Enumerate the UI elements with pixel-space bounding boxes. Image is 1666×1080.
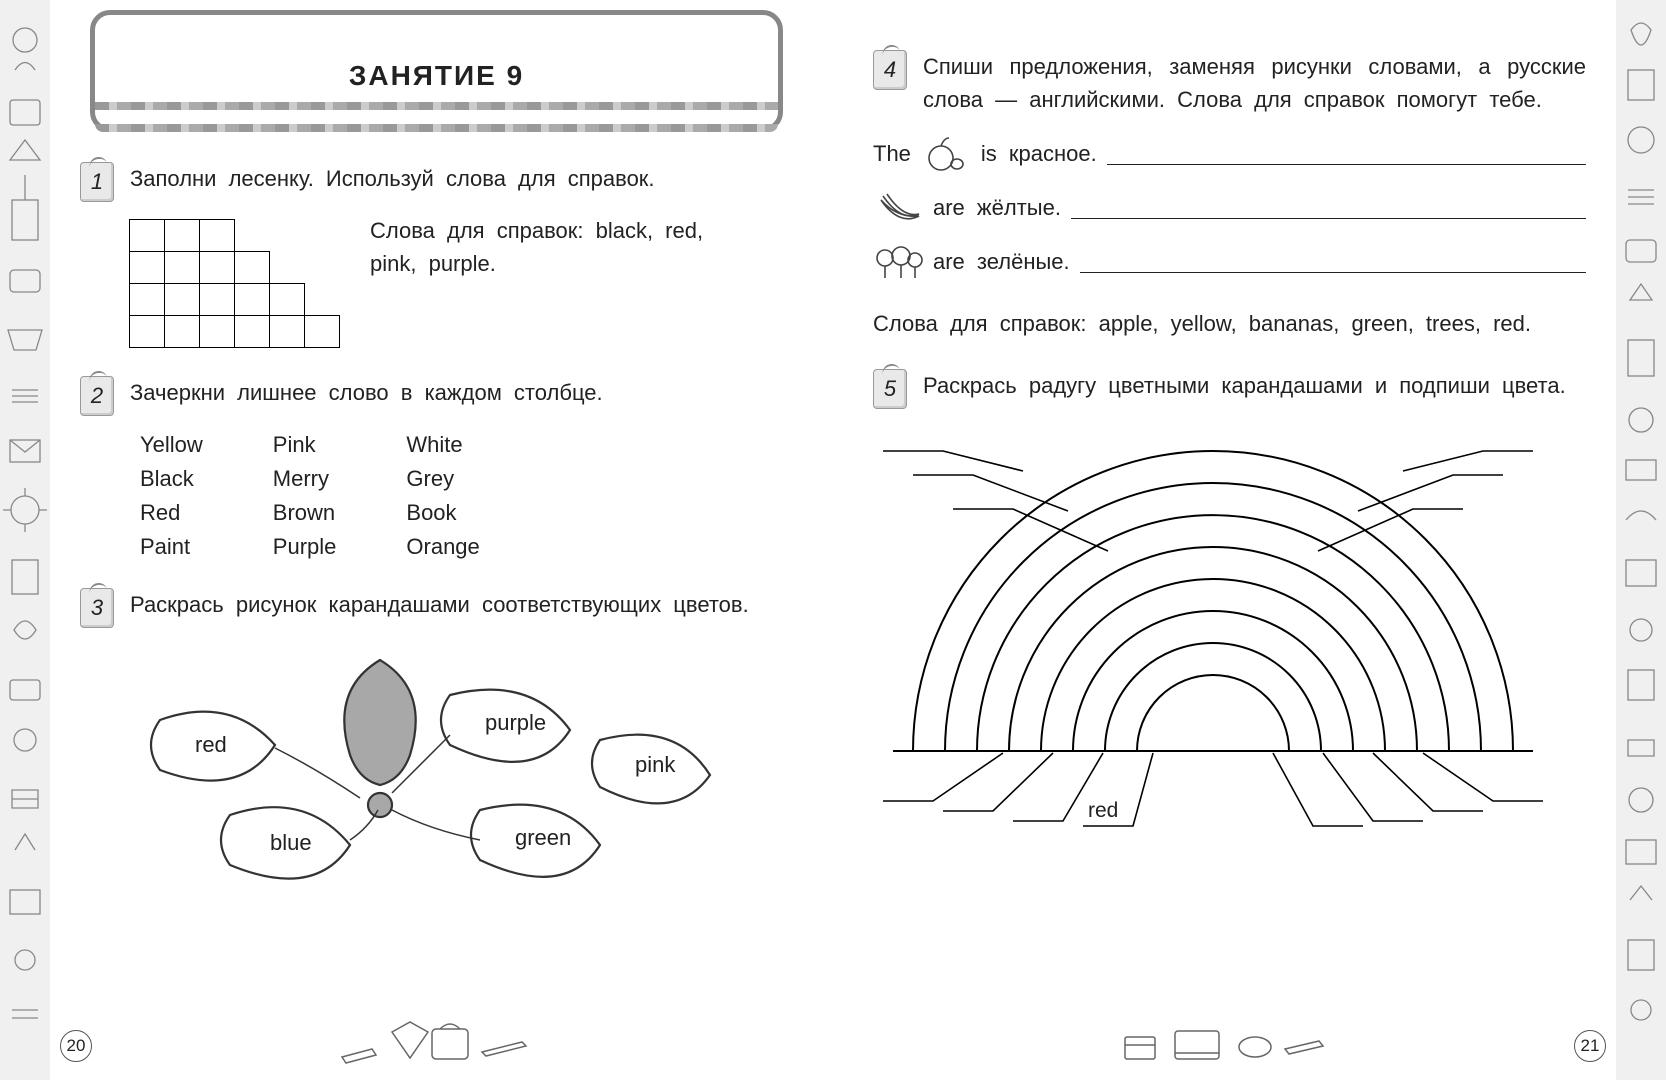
bananas-icon [873, 188, 923, 228]
svg-text:red: red [1088, 799, 1118, 822]
footer-doodle-right [1115, 1017, 1335, 1072]
page-left: ЗАНЯТИЕ 9 1 Заполни лесенку. Используй с… [50, 0, 833, 1080]
exercise-3-text: Раскрась рисунок карандашами соответству… [130, 588, 793, 621]
exercise-number-badge: 4 [873, 50, 907, 90]
staircase-cell[interactable] [269, 283, 305, 316]
staircase-cell[interactable] [164, 283, 200, 316]
page-number-left: 20 [60, 1030, 92, 1062]
staircase-cell[interactable] [234, 251, 270, 284]
staircase-cell[interactable] [164, 251, 200, 284]
sentence-mid: are жёлтые. [933, 195, 1061, 221]
word-item[interactable]: Yellow [140, 428, 203, 462]
staircase-cell[interactable] [199, 283, 235, 316]
svg-text:red: red [195, 732, 227, 757]
svg-text:purple: purple [485, 710, 546, 735]
svg-text:blue: blue [270, 830, 312, 855]
staircase-cell[interactable] [269, 315, 305, 348]
balloons-figure[interactable]: red blue purple green pink [100, 640, 720, 890]
staircase-row[interactable] [130, 252, 340, 284]
exercise-2: 2 Зачеркни лишнее слово в каждом столбце… [80, 376, 793, 416]
exercise-1-text: Заполни лесенку. Используй слова для спр… [130, 162, 793, 195]
word-item[interactable]: Red [140, 496, 203, 530]
staircase-cell[interactable] [234, 283, 270, 316]
word-item[interactable]: Book [406, 496, 479, 530]
exercise-4-ref: Слова для справок: apple, yellow, banana… [873, 306, 1586, 341]
word-item[interactable]: Grey [406, 462, 479, 496]
lesson-title: ЗАНЯТИЕ 9 [95, 60, 778, 92]
lesson-title-frame: ЗАНЯТИЕ 9 [90, 10, 783, 132]
exercise-1: 1 Заполни лесенку. Используй слова для с… [80, 162, 793, 202]
sentence-line: are зелёные. [873, 242, 1586, 282]
svg-text:green: green [515, 825, 571, 850]
right-margin-doodles [1616, 0, 1666, 1080]
staircase-cell[interactable] [199, 219, 235, 252]
exercise-3: 3 Раскрась рисунок карандашами соответст… [80, 588, 793, 628]
exercise-number-badge: 3 [80, 588, 114, 628]
write-line[interactable] [1071, 197, 1586, 219]
exercise-2-columns: YellowBlackRedPaint PinkMerryBrownPurple W… [140, 428, 793, 564]
staircase-cell[interactable] [164, 219, 200, 252]
staircase-cell[interactable] [164, 315, 200, 348]
word-item[interactable]: Purple [273, 530, 337, 564]
exercise-number-badge: 2 [80, 376, 114, 416]
left-margin-doodles [0, 0, 50, 1080]
page-number-right: 21 [1574, 1030, 1606, 1062]
sentence-line: The is красное. [873, 134, 1586, 174]
exercise-5: 5 Раскрась радугу цветными карандашами и… [873, 369, 1586, 409]
staircase-cell[interactable] [234, 315, 270, 348]
svg-text:pink: pink [635, 752, 676, 777]
exercise-1-ref: Слова для справок: black, red, pink, pur… [370, 214, 730, 280]
staircase-cell[interactable] [129, 219, 165, 252]
exercise-number-badge: 1 [80, 162, 114, 202]
word-item[interactable]: Merry [273, 462, 337, 496]
word-item[interactable]: White [406, 428, 479, 462]
staircase-grid[interactable] [130, 220, 340, 348]
sentence-line: are жёлтые. [873, 188, 1586, 228]
word-item[interactable]: Brown [273, 496, 337, 530]
word-item[interactable]: Paint [140, 530, 203, 564]
rainbow-figure[interactable]: red [873, 431, 1553, 831]
staircase-cell[interactable] [129, 315, 165, 348]
footer-doodle-left [332, 1017, 552, 1072]
word-item[interactable]: Orange [406, 530, 479, 564]
word-item[interactable]: Pink [273, 428, 337, 462]
sentence-prefix: The [873, 141, 911, 167]
word-column: PinkMerryBrownPurple [273, 428, 337, 564]
trees-icon [873, 242, 923, 282]
staircase-cell[interactable] [129, 283, 165, 316]
staircase-cell[interactable] [199, 315, 235, 348]
staircase-row[interactable] [130, 316, 340, 348]
apple-icon [921, 134, 971, 174]
staircase-cell[interactable] [304, 315, 340, 348]
word-column: WhiteGreyBookOrange [406, 428, 479, 564]
sentence-mid: are зелёные. [933, 249, 1070, 275]
word-column: YellowBlackRedPaint [140, 428, 203, 564]
exercise-5-text: Раскрась радугу цветными карандашами и п… [923, 369, 1586, 402]
exercise-2-text: Зачеркни лишнее слово в каждом столбце. [130, 376, 793, 409]
staircase-cell[interactable] [199, 251, 235, 284]
staircase-row[interactable] [130, 284, 340, 316]
staircase-cell[interactable] [129, 251, 165, 284]
sentence-mid: is красное. [981, 141, 1097, 167]
page-right: 4 Спиши предложения, заменяя рисунки сло… [833, 0, 1616, 1080]
exercise-4: 4 Спиши предложения, заменяя рисунки сло… [873, 50, 1586, 116]
exercise-4-text: Спиши предложения, заменяя рисунки слова… [923, 50, 1586, 116]
word-item[interactable]: Black [140, 462, 203, 496]
exercise-number-badge: 5 [873, 369, 907, 409]
write-line[interactable] [1080, 251, 1586, 273]
staircase-row[interactable] [130, 220, 340, 252]
exercise-1-body: Слова для справок: black, red, pink, pur… [130, 214, 793, 348]
exercise-4-sentences: The is красное. are жёлтые. are зелёные. [873, 134, 1586, 282]
write-line[interactable] [1107, 143, 1586, 165]
